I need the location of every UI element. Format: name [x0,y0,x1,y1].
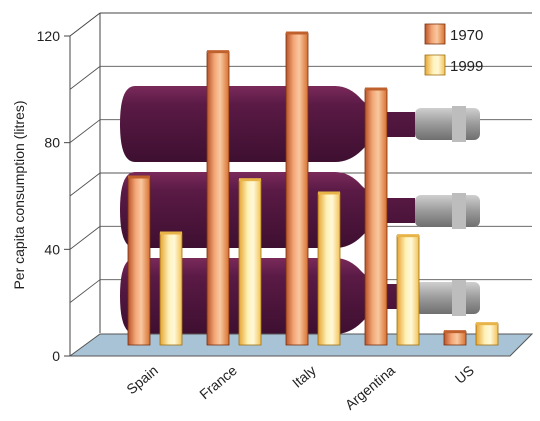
bar-top [286,31,308,35]
legend: 1970 1999 [424,23,483,76]
bar-1999-us [475,323,499,346]
top-edge [69,12,101,37]
bar-top [128,175,150,179]
x-tick-label-spain: Spain [123,362,161,397]
grid [69,12,532,356]
bar-1970-france [206,51,230,346]
y-tick-label: 40 [44,241,60,257]
legend-swatch-1999 [424,54,446,76]
gridline [69,65,532,90]
y-axis: 0 40 80 120 [37,28,70,364]
bar-top [318,191,340,195]
legend-label-1970: 1970 [450,27,483,44]
bar-1999-spain [159,232,183,346]
bottle-icon [120,172,480,248]
bar-1970-argentina [364,88,388,346]
gridline [69,279,532,304]
x-tick-label-us: US [452,362,477,387]
y-tick-label: 120 [37,28,61,44]
bar-top [397,234,419,238]
gridline [69,172,532,197]
bar-1999-argentina [396,235,420,346]
bars [127,31,499,346]
x-tick-label-italy: Italy [289,362,319,391]
x-tick-label-argentina: Argentina [342,362,398,413]
bar-1999-italy [317,192,341,346]
y-tick-label: 0 [52,348,60,364]
gridline [69,225,532,250]
bar-1970-italy [285,32,309,346]
bar-top [160,231,182,235]
bottle-icon [120,86,480,162]
legend-swatch-1970 [424,23,446,45]
bar-1970-spain [127,176,151,346]
y-axis-label: Per capita consumption (litres) [11,100,27,289]
wine-bottles-illustration [120,86,480,334]
bar-top [365,87,387,91]
bar-top [444,330,466,334]
bar-1970-us [443,331,467,346]
bar-top [239,178,261,182]
bar-top [476,322,498,326]
x-axis: Spain France Italy Argentina US [123,362,477,413]
x-tick-label-france: France [196,362,240,402]
y-tick-label: 80 [44,135,60,151]
bar-1999-france [238,179,262,346]
legend-label-1999: 1999 [450,58,483,75]
bottle-icon [120,258,480,334]
bar-top [207,50,229,54]
